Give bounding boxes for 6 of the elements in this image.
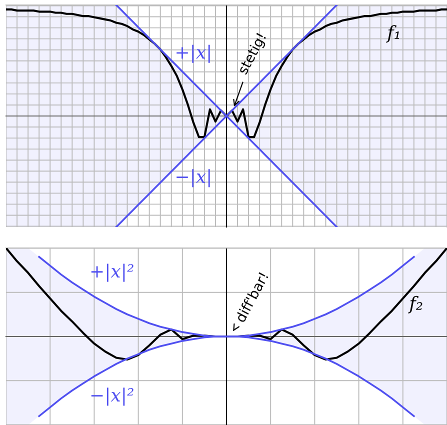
series-label: f₂ — [408, 296, 422, 314]
series-label: −|x| — [176, 169, 210, 188]
series-label: f₁ — [386, 25, 400, 43]
series-label: +|x|² — [91, 264, 134, 282]
series-label: +|x| — [176, 44, 210, 63]
series-label: −|x|² — [91, 388, 134, 406]
